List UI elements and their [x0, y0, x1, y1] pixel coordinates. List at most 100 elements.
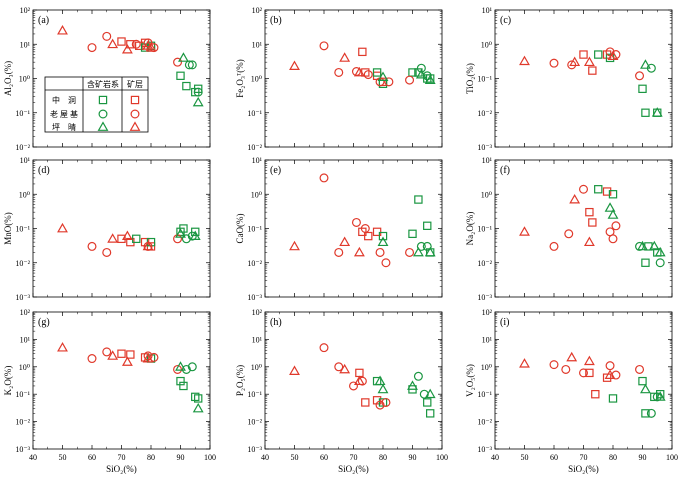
pingqing-ore-layer-point — [57, 342, 68, 352]
zhongdong-ore-bearing-point — [179, 381, 188, 391]
y-tick-label: 10⁻¹ — [477, 75, 492, 84]
y-tick-label: 10⁻² — [247, 418, 262, 427]
legend-label-zhongdong: 中 洞 — [52, 95, 76, 105]
zhongdong-ore-layer-point — [117, 349, 126, 358]
laowuji-ore-layer-point — [319, 173, 329, 183]
y-tick-label: 10⁻¹ — [477, 390, 492, 399]
panel-f: 10⁻³ 10⁻² 10⁻¹ 10⁰ 10¹ Na₂O(%) (f) — [465, 156, 673, 302]
panel-label: (i) — [500, 317, 509, 328]
pingqing-ore-bearing-point — [424, 74, 436, 84]
pingqing-ore-layer-point — [604, 369, 616, 379]
legend-square-ore-layer-marker — [130, 95, 140, 105]
zhongdong-ore-layer-point — [585, 207, 594, 217]
laowuji-ore-layer-point — [549, 58, 559, 68]
laowuji-ore-layer-point — [131, 39, 141, 49]
laowuji-ore-layer-point — [173, 234, 183, 244]
y-tick-label: 10¹ — [20, 335, 31, 344]
zhongdong-ore-layer-point — [602, 187, 612, 196]
laowuji-ore-layer-point — [319, 41, 329, 51]
pingqing-ore-layer-point — [569, 193, 581, 204]
pingqing-ore-bearing-point — [424, 246, 436, 257]
laowuji-ore-bearing-point — [416, 241, 426, 251]
zhongdong-ore-layer-point — [358, 47, 367, 57]
y-tick-label: 10⁻¹ — [15, 390, 30, 399]
laowuji-ore-bearing-point — [413, 371, 423, 381]
zhongdong-ore-bearing-point — [132, 234, 141, 244]
x-tick-label: 80 — [609, 453, 617, 462]
zhongdong-ore-bearing-point — [191, 392, 200, 402]
laowuji-ore-layer-point — [87, 241, 97, 251]
laowuji-ore-layer-point — [87, 43, 97, 53]
panel-label: (h) — [270, 317, 282, 328]
laowuji-ore-bearing-point — [193, 87, 203, 97]
y-tick-label: 10² — [252, 6, 263, 15]
laowuji-ore-bearing-point — [181, 364, 191, 374]
legend-circle-ore-layer-marker — [130, 109, 140, 119]
pingqing-ore-bearing-point — [377, 236, 389, 247]
laowuji-ore-bearing-point — [187, 362, 197, 372]
x-axis-label: SiO₂(%) — [338, 464, 369, 474]
y-tick-label: 10⁻³ — [15, 445, 30, 454]
laowuji-ore-layer-point — [349, 381, 359, 391]
laowuji-ore-bearing-point — [646, 408, 656, 418]
y-tick-label: 10¹ — [252, 40, 263, 49]
zhongdong-ore-layer-point — [117, 37, 126, 46]
y-axis-label: TiO₂(%) — [465, 63, 475, 94]
plot-frame — [494, 9, 673, 148]
legend-label-laowuji: 老 屋 基 — [50, 109, 78, 119]
legend-circle-ore-bearing-marker — [98, 109, 108, 119]
y-tick-label: 10⁻² — [15, 143, 30, 152]
pingqing-ore-bearing-point — [648, 240, 660, 251]
pingqing-ore-layer-point — [107, 350, 119, 360]
zhongdong-ore-bearing-point — [378, 398, 388, 407]
y-tick-label: 10⁻³ — [477, 293, 492, 302]
pingqing-ore-bearing-point — [377, 383, 389, 394]
zhongdong-ore-bearing-point — [423, 398, 432, 407]
legend: 含矿岩系 矿层 中 洞 老 屋 基 坪 晴 — [44, 76, 149, 133]
laowuji-ore-layer-point — [360, 224, 370, 234]
y-tick-label: 10⁻¹ — [15, 109, 30, 118]
laowuji-ore-layer-point — [173, 57, 183, 67]
laowuji-ore-bearing-point — [655, 258, 665, 268]
laowuji-ore-layer-point — [405, 75, 415, 85]
pingqing-ore-layer-point — [121, 230, 133, 240]
pingqing-ore-bearing-point — [604, 202, 616, 212]
y-tick-label: 10⁻¹ — [477, 225, 492, 234]
pingqing-ore-layer-point — [121, 356, 133, 366]
laowuji-ore-layer-point — [405, 247, 415, 257]
legend-box — [44, 76, 149, 133]
panel-label: (f) — [500, 165, 510, 176]
panel-g: 10⁻³ 10⁻² 10⁻¹ 10⁰ 10¹ 10² 40 50 60 70 80 90 100 SiO₂… — [3, 308, 216, 474]
y-tick-label: 10⁻² — [15, 259, 30, 268]
x-axis-label: SiO₂(%) — [106, 464, 137, 474]
pingqing-ore-layer-point — [339, 52, 351, 62]
laowuji-ore-layer-point — [363, 70, 373, 80]
plot-frame — [264, 159, 443, 298]
pingqing-ore-layer-point — [353, 246, 365, 257]
y-axis-label: V₂O₅(%) — [465, 364, 475, 397]
panels: 10⁻²10⁻¹10⁰10¹10²Al₂O₃(%)(a)10⁻²10⁻¹10⁰1… — [3, 6, 678, 474]
laowuji-ore-layer-point — [564, 229, 574, 239]
pingqing-ore-layer-point — [145, 41, 157, 52]
pingqing-ore-layer-point — [57, 25, 68, 35]
x-tick-label: 70 — [580, 453, 588, 462]
y-tick-label: 10⁰ — [251, 190, 262, 199]
pingqing-ore-layer-point — [339, 363, 351, 374]
zhongdong-ore-bearing-point — [638, 84, 647, 94]
zhongdong-ore-layer-point — [364, 231, 373, 241]
y-tick-label: 10² — [20, 308, 31, 317]
zhongdong-ore-bearing-point — [182, 81, 191, 91]
laowuji-ore-layer-point — [381, 397, 391, 407]
y-tick-label: 10⁻² — [15, 418, 30, 427]
x-tick-label: 60 — [550, 453, 558, 462]
zhongdong-ore-bearing-point — [176, 376, 185, 386]
panel-label: (a) — [38, 15, 49, 26]
laowuji-ore-bearing-point — [422, 241, 432, 251]
pingqing-ore-bearing-point — [189, 230, 201, 240]
pingqing-ore-bearing-point — [640, 383, 651, 394]
pingqing-ore-bearing-point — [424, 388, 436, 399]
pingqing-ore-bearing-point — [192, 402, 204, 413]
y-tick-label: 10⁻¹ — [15, 225, 30, 234]
y-tick-label: 10⁻² — [247, 259, 262, 268]
panel-c: 10⁻³ 10⁻² 10⁻¹ 10⁰ 10¹ TiO₂(%) (c) — [465, 6, 673, 152]
